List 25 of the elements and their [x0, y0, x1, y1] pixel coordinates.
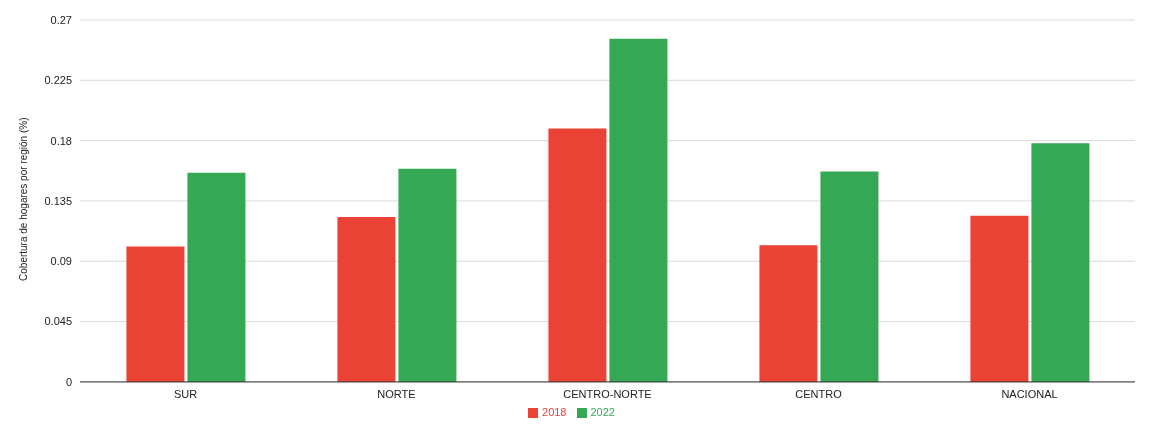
x-tick-label: CENTRO [795, 387, 843, 400]
legend-label: 2018 [542, 405, 567, 418]
bar [970, 215, 1029, 382]
bar [126, 246, 185, 382]
y-axis-title: Cobertura de hogares por región (%) [17, 117, 29, 281]
bar [1031, 143, 1090, 382]
x-tick-label: NORTE [377, 387, 416, 400]
bar [759, 245, 818, 382]
y-tick-label: 0.18 [50, 134, 72, 147]
bar [609, 38, 668, 382]
bar [337, 217, 396, 382]
bar [820, 171, 879, 382]
y-tick-label: 0 [65, 375, 72, 388]
bar [187, 172, 246, 382]
y-tick-label: 0.045 [44, 315, 72, 328]
bar [548, 128, 607, 382]
x-tick-label: CENTRO-NORTE [563, 387, 652, 400]
x-tick-label: SUR [173, 387, 198, 400]
x-tick-label: NACIONAL [1001, 387, 1058, 400]
y-tick-label: 0.09 [50, 255, 72, 268]
y-tick-label: 0.27 [50, 13, 72, 26]
y-tick-label: 0.225 [44, 74, 72, 87]
y-tick-label: 0.135 [44, 194, 72, 207]
legend-label: 2022 [590, 405, 615, 418]
bar [398, 168, 457, 382]
